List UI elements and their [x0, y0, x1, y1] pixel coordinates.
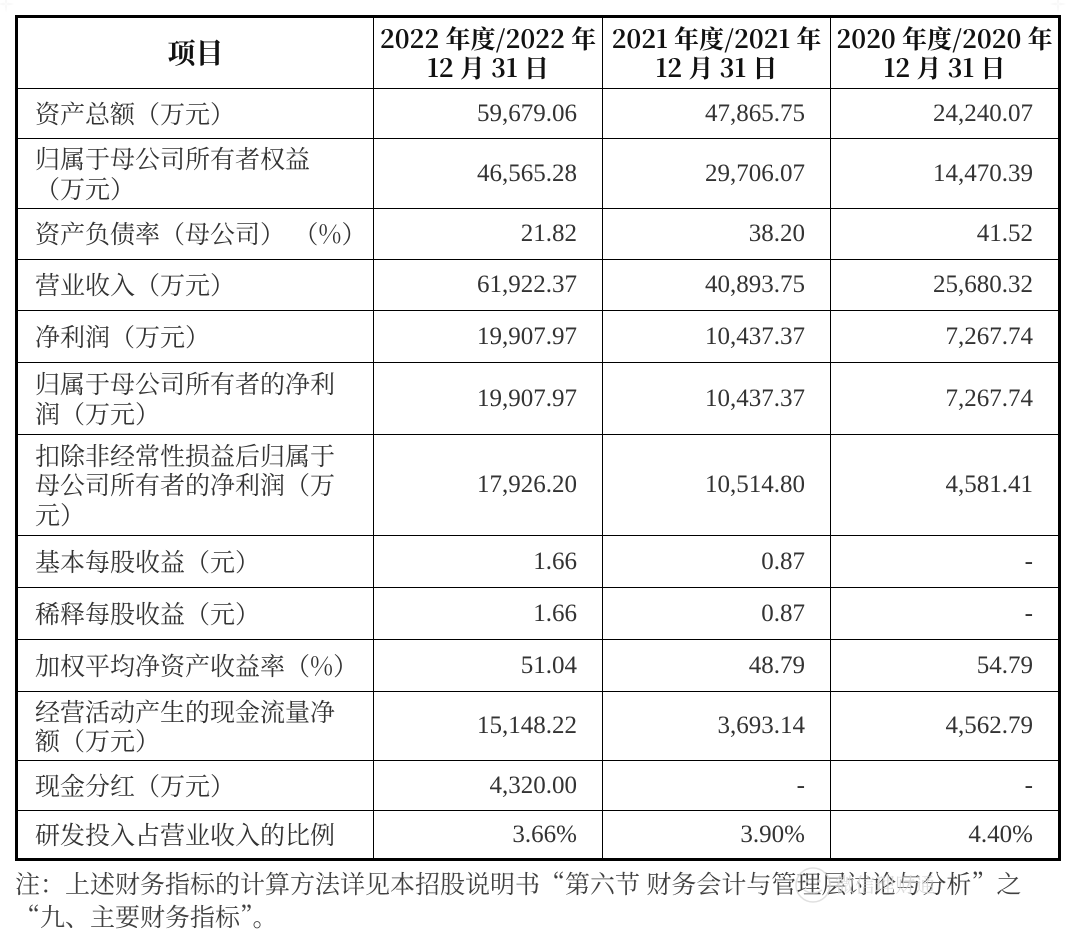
svg-text:微信理财通: 微信理财通 — [835, 869, 935, 898]
